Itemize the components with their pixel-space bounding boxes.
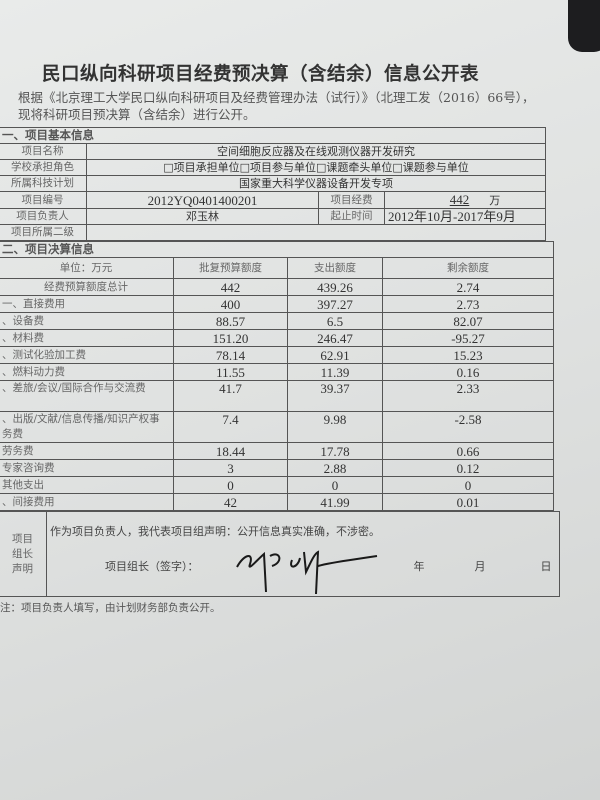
approved-amount: 442 [173,278,288,296]
spent-amount: 62.91 [287,346,383,364]
form-body: 一、项目基本信息 项目名称 空间细胞反应器及在线观测仪器开发研究 学校承担角色 □项… [0,127,560,616]
remaining-amount: 2.73 [382,295,554,313]
remaining-amount: 2.33 [382,380,554,412]
row-label: 劳务费 [0,442,174,460]
approved-amount: 42 [173,493,288,511]
remaining-amount: 82.07 [382,312,554,330]
footer-note: 注：项目负责人填写，由计划财务部负责公开。 [0,602,221,614]
section-budget: 二、项目决算信息 [0,241,554,258]
spent-amount: 11.39 [287,363,383,381]
remaining-amount: 0.12 [382,459,554,477]
row-label: 经费预算额度总计 [0,278,174,296]
budget-row: 经费预算额度总计 442 439.26 2.74 [0,278,554,296]
year-label: 年 [413,560,425,573]
budget-row: 、间接费用 42 41.99 0.01 [0,493,554,511]
declaration-text: 作为项目负责人，我代表项目组声明：公开信息真实准确，不涉密。 [50,525,380,538]
remaining-amount: 0.01 [382,493,554,511]
budget-row: 、燃料动力费 11.55 11.39 0.16 [0,363,554,381]
spent-amount: 0 [287,476,383,494]
section-basic-info: 一、项目基本信息 [0,127,546,144]
row-label: 、材料费 [0,329,174,347]
budget-row: 、测试化验加工费 78.14 62.91 15.23 [0,346,554,364]
header-remaining: 剩余额度 [382,257,554,279]
row-label: 、出版/文献/信息传播/知识产权事务费 [0,411,174,443]
row-label: 、燃料动力费 [0,363,174,381]
approved-amount: 0 [173,476,288,494]
remaining-amount: -2.58 [382,411,554,443]
sign-label: 项目组长（签字）： [105,560,199,573]
spent-amount: 41.99 [287,493,383,511]
row-label: 、差旅/会议/国际合作与交流费 [0,380,174,412]
declaration-cell: 作为项目负责人，我代表项目组声明：公开信息真实准确，不涉密。 项目组长（签字）：… [46,511,560,597]
budget-row: 、出版/文献/信息传播/知识产权事务费 7.4 9.98 -2.58 [0,411,554,443]
spent-amount: 2.88 [287,459,383,477]
remaining-amount: 0 [382,476,554,494]
spent-amount: 9.98 [287,411,383,443]
day-label: 日 [540,560,552,573]
spent-amount: 439.26 [287,278,383,296]
label-level: 项目所属二级 [0,224,87,241]
tech-plan: 国家重大科学仪器设备开发专项 [86,175,546,192]
spent-amount: 17.78 [287,442,383,460]
header-approved: 批复预算额度 [173,257,288,279]
row-label: 其他支出 [0,476,174,494]
label-period: 起止时间 [318,208,385,225]
remaining-amount: 15.23 [382,346,554,364]
remaining-amount: 2.74 [382,278,554,296]
row-label: 专家咨询费 [0,459,174,477]
school-role: □项目承担单位□项目参与单位□课题牵头单位□课题参与单位 [86,159,546,176]
approved-amount: 11.55 [173,363,288,381]
approved-amount: 3 [173,459,288,477]
budget-row: 、材料费 151.20 246.47 -95.27 [0,329,554,347]
spent-amount: 397.27 [287,295,383,313]
project-leader: 邓玉林 [86,208,319,225]
label-role: 学校承担角色 [0,159,87,176]
declaration-label: 项目组长声明 [0,511,47,597]
approved-amount: 7.4 [173,411,288,443]
row-label: 、间接费用 [0,493,174,511]
budget-table: 二、项目决算信息 单位：万元 批复预算额度 支出额度 剩余额度 经费预算额度总计… [0,241,554,511]
budget-row: 专家咨询费 3 2.88 0.12 [0,459,554,477]
approved-amount: 78.14 [173,346,288,364]
pen-object [568,0,600,52]
budget-row: 、差旅/会议/国际合作与交流费 41.7 39.37 2.33 [0,380,554,412]
funds-unit: 万 [489,194,501,207]
approved-amount: 400 [173,295,288,313]
budget-row: 一、直接费用 400 397.27 2.73 [0,295,554,313]
funds-value: 442 [449,192,470,207]
project-name: 空间细胞反应器及在线观测仪器开发研究 [86,143,546,160]
spent-amount: 6.5 [287,312,383,330]
row-label: 、设备费 [0,312,174,330]
remaining-amount: -95.27 [382,329,554,347]
spent-amount: 246.47 [287,329,383,347]
approved-amount: 88.57 [173,312,288,330]
budget-row: 、设备费 88.57 6.5 82.07 [0,312,554,330]
row-label: 一、直接费用 [0,295,174,313]
project-funds: 442 万 [384,191,546,209]
header-unit: 单位：万元 [0,257,174,279]
remaining-amount: 0.16 [382,363,554,381]
remaining-amount: 0.66 [382,442,554,460]
declaration-table: 项目组长声明 作为项目负责人，我代表项目组声明：公开信息真实准确，不涉密。 项目… [0,511,560,597]
approved-amount: 41.7 [173,380,288,412]
intro-text: 根据《北京理工大学民口纵向科研项目及经费管理办法（试行）》（北理工发（2016）… [18,90,535,122]
page-title: 民口纵向科研项目经费预决算（含结余）信息公开表 [42,64,480,85]
budget-row: 其他支出 0 0 0 [0,476,554,494]
budget-row: 劳务费 18.44 17.78 0.66 [0,442,554,460]
header-spent: 支出额度 [287,257,383,279]
project-level [86,224,546,241]
approved-amount: 18.44 [173,442,288,460]
basic-info-table: 一、项目基本信息 项目名称 空间细胞反应器及在线观测仪器开发研究 学校承担角色 □项… [0,127,546,241]
project-code: 2012YQ0401400201 [86,191,319,209]
project-period: 2012年10月-2017年9月 [384,208,546,225]
label-funds: 项目经费 [318,191,385,209]
spent-amount: 39.37 [287,380,383,412]
label-project-name: 项目名称 [0,143,87,160]
approved-amount: 151.20 [173,329,288,347]
row-label: 、测试化验加工费 [0,346,174,364]
label-leader: 项目负责人 [0,208,87,225]
month-label: 月 [474,560,486,573]
label-plan: 所属科技计划 [0,175,87,192]
label-code: 项目编号 [0,191,87,209]
